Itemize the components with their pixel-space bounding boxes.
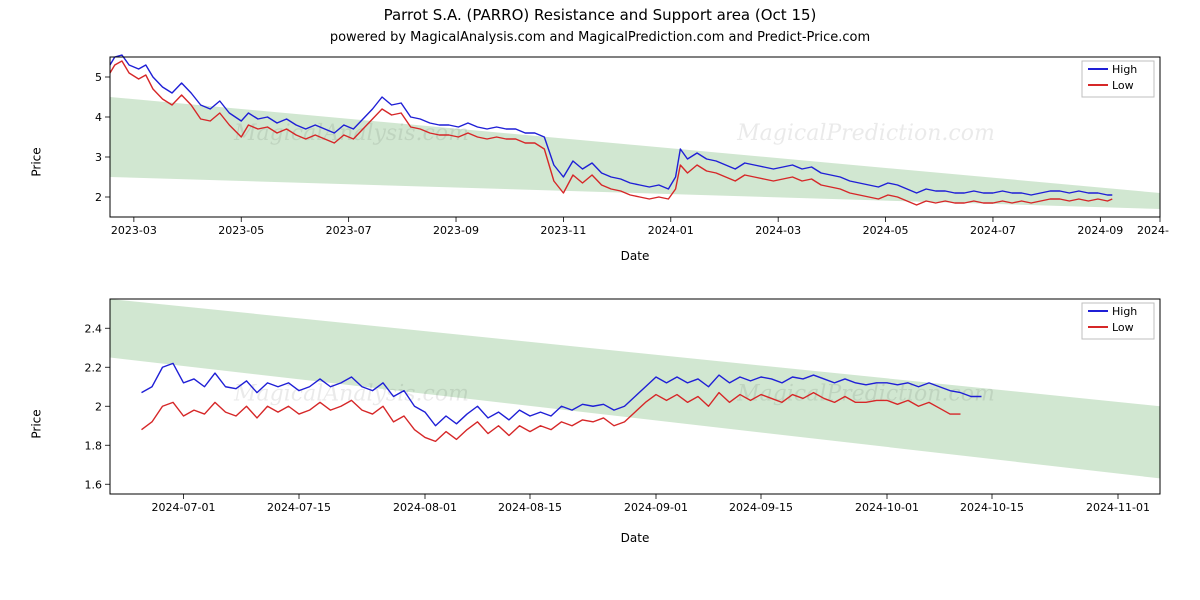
x-tick-label: 2024-01 xyxy=(648,224,694,237)
y-tick-label: 3 xyxy=(95,151,102,164)
x-tick-label: 2024-07 xyxy=(970,224,1016,237)
x-tick-label: 2023-11 xyxy=(540,224,586,237)
x-tick-label: 2023-07 xyxy=(326,224,372,237)
x-tick-label: 2024-10-01 xyxy=(855,501,919,514)
x-tick-label: 2024-11-01 xyxy=(1086,501,1150,514)
watermark-left: MagicalAnalysis.com xyxy=(233,381,469,406)
x-tick-label: 2024-03 xyxy=(755,224,801,237)
top-xlabel: Date xyxy=(70,249,1200,263)
legend-label: High xyxy=(1112,305,1137,318)
y-tick-label: 2.4 xyxy=(85,322,103,335)
y-tick-label: 1.8 xyxy=(85,439,103,452)
x-tick-label: 2024-09 xyxy=(1077,224,1123,237)
chart-title: Parrot S.A. (PARRO) Resistance and Suppo… xyxy=(0,0,1200,24)
x-tick-label: 2024-07-01 xyxy=(152,501,216,514)
x-tick-label: 2023-09 xyxy=(433,224,479,237)
watermark-right: MagicalPrediction.com xyxy=(736,121,995,146)
x-tick-label: 2024-10-15 xyxy=(960,501,1024,514)
bottom-xlabel: Date xyxy=(70,531,1200,545)
y-tick-label: 2.2 xyxy=(85,361,103,374)
y-tick-label: 2 xyxy=(95,191,102,204)
chart-subtitle: powered by MagicalAnalysis.com and Magic… xyxy=(0,24,1200,47)
x-tick-label: 2024-08-01 xyxy=(393,501,457,514)
x-tick-label: 2023-05 xyxy=(218,224,264,237)
x-tick-label: 2023-03 xyxy=(111,224,157,237)
top-panel: Price MagicalAnalysis.comMagicalPredicti… xyxy=(70,47,1200,277)
x-tick-label: 2024-08-15 xyxy=(498,501,562,514)
legend-label: High xyxy=(1112,63,1137,76)
y-tick-label: 4 xyxy=(95,111,102,124)
x-tick-label: 2024-09-15 xyxy=(729,501,793,514)
legend-label: Low xyxy=(1112,321,1134,334)
x-tick-label: 2024-05 xyxy=(863,224,909,237)
x-tick-label: 2024-07-15 xyxy=(267,501,331,514)
legend-label: Low xyxy=(1112,79,1134,92)
y-tick-label: 5 xyxy=(95,71,102,84)
bottom-ylabel: Price xyxy=(30,409,44,438)
x-tick-label: 2024-09-01 xyxy=(624,501,688,514)
top-ylabel: Price xyxy=(30,147,44,176)
y-tick-label: 2 xyxy=(95,400,102,413)
bottom-panel: Price MagicalAnalysis.comMagicalPredicti… xyxy=(70,289,1200,559)
bottom-chart-svg: MagicalAnalysis.comMagicalPrediction.com… xyxy=(70,289,1170,529)
y-tick-label: 1.6 xyxy=(85,478,103,491)
top-chart-svg: MagicalAnalysis.comMagicalPrediction.com… xyxy=(70,47,1170,247)
x-tick-label: 2024-11 xyxy=(1137,224,1170,237)
